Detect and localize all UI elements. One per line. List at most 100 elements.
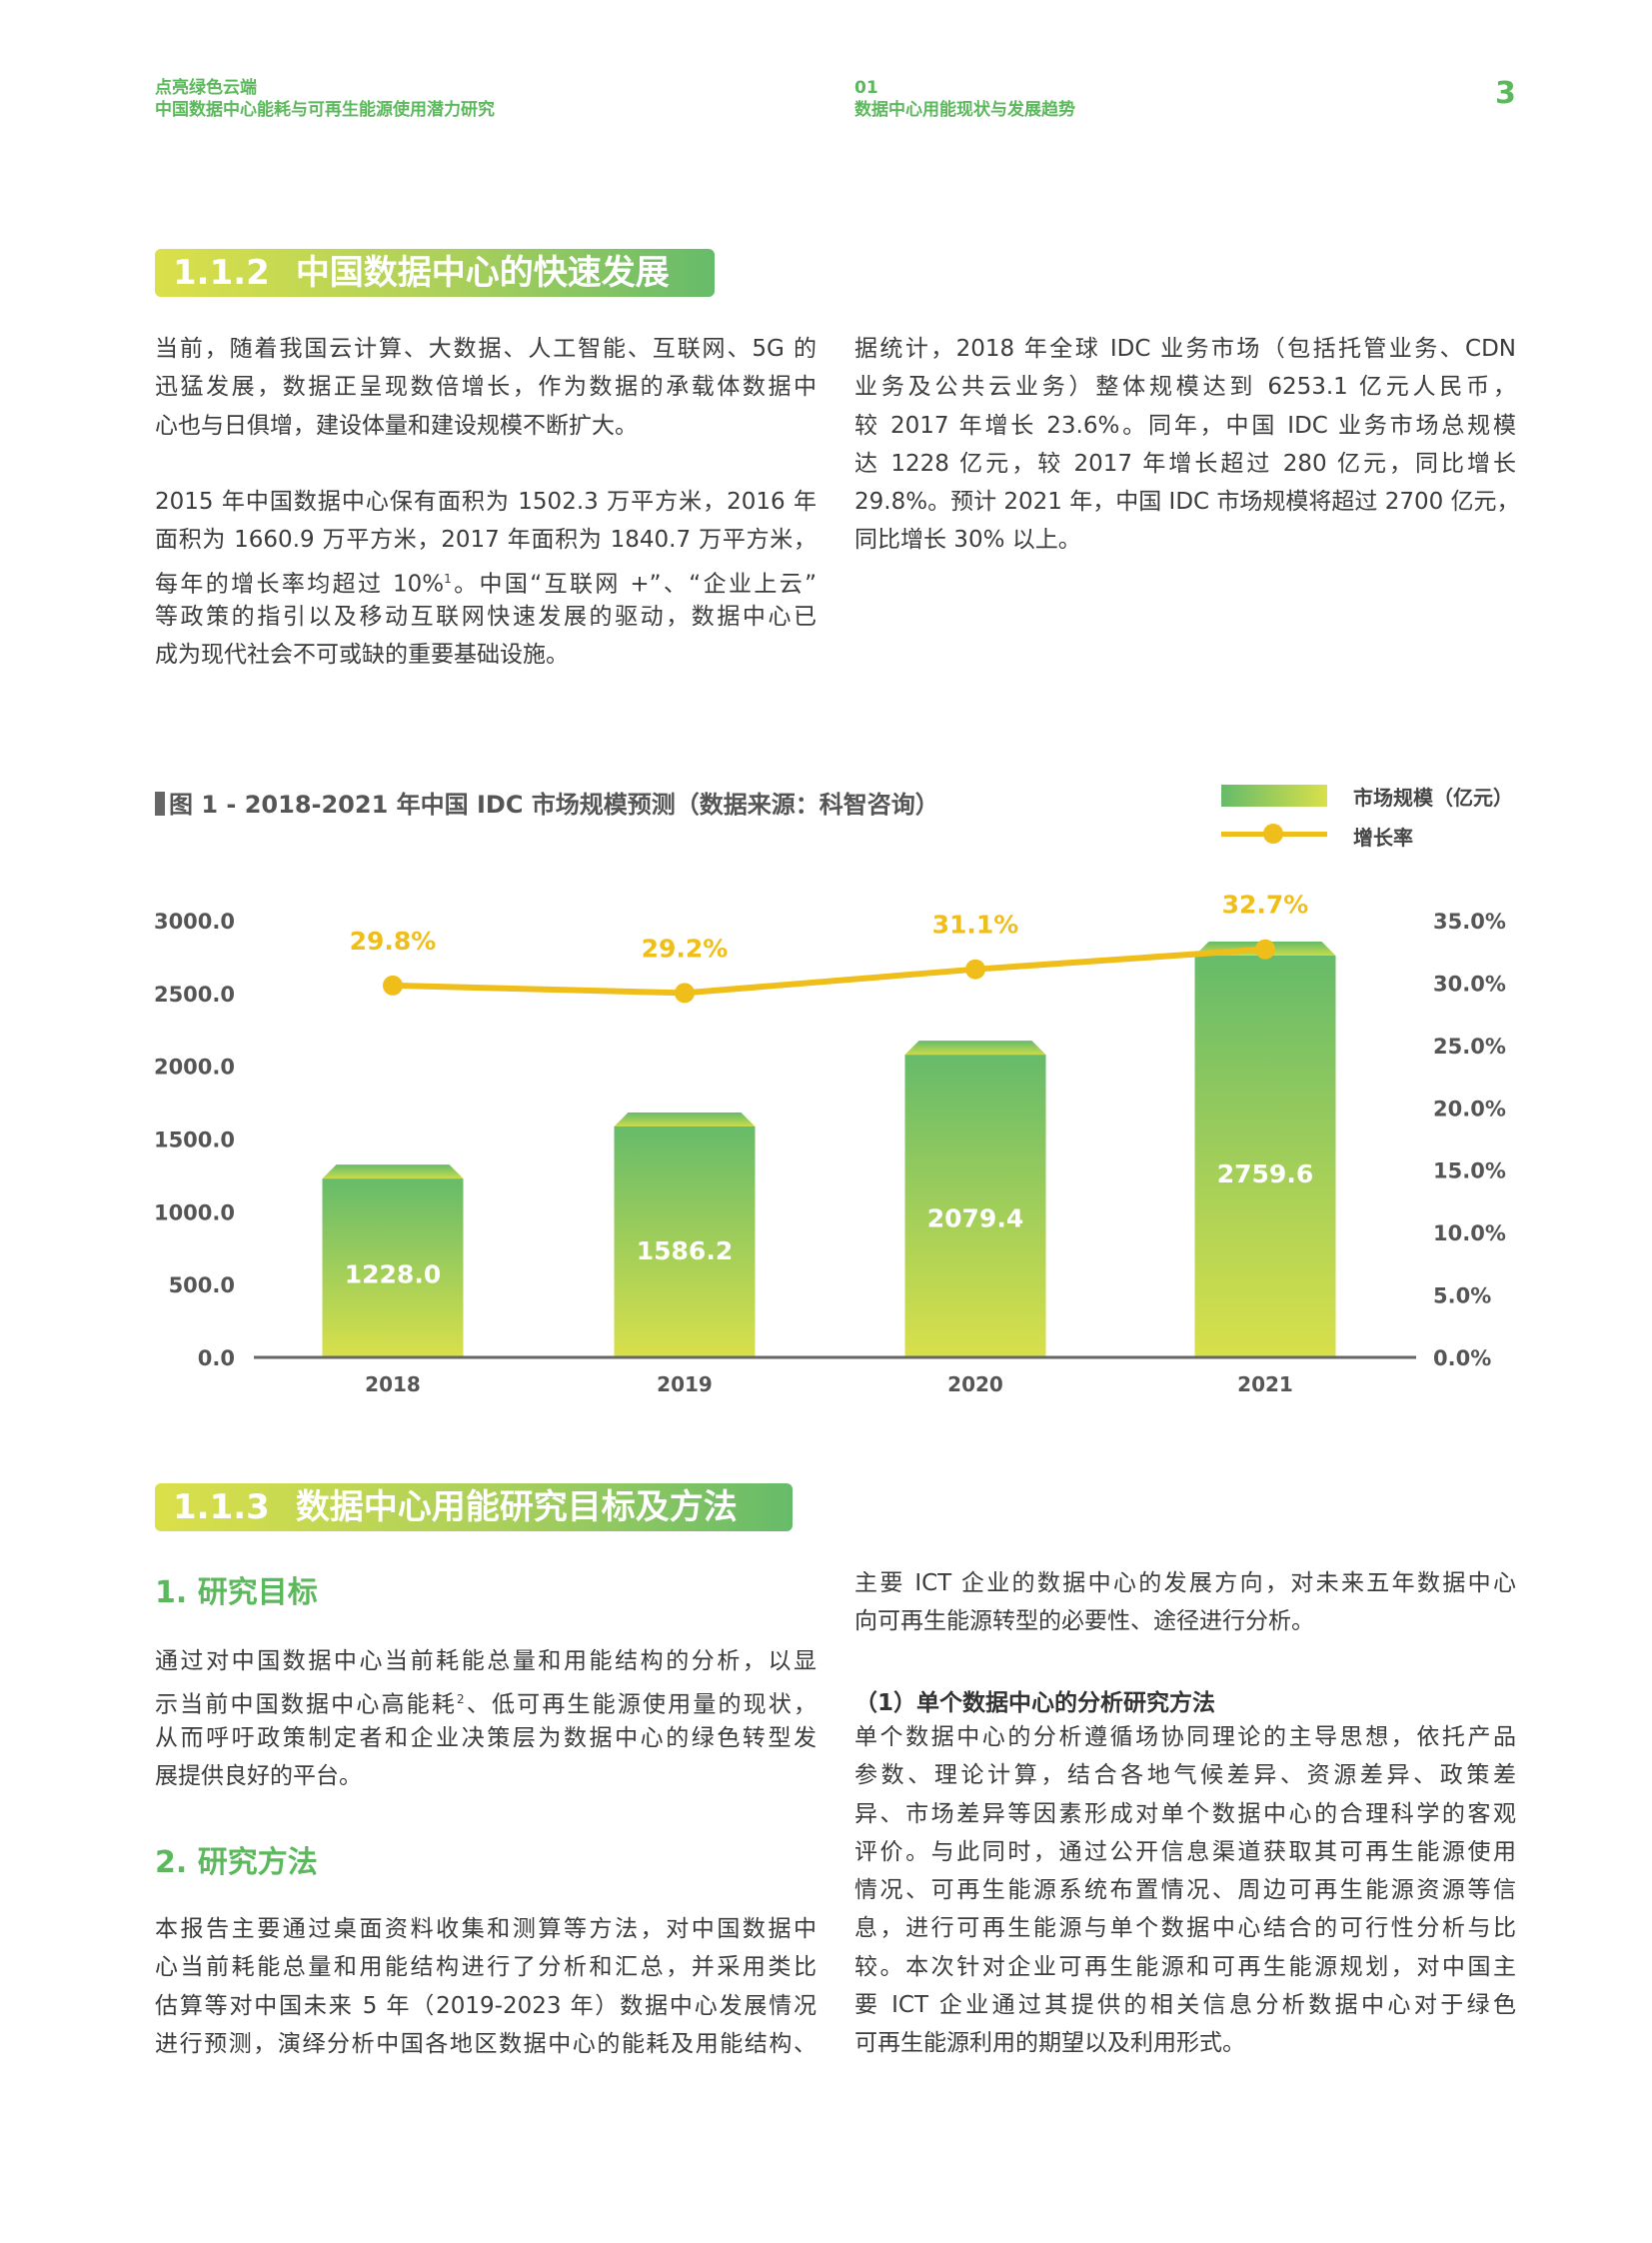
text-line: 较。本次针对企业可再生能源和可再生能源规划，对中国主 [854, 1953, 1516, 1980]
text-line: 向可再生能源转型的必要性、途径进行分析。 [854, 1608, 1314, 1635]
bar-2018 [322, 1178, 464, 1357]
running-header-chapter: 01 数据中心用能现状与发展趋势 [854, 77, 1075, 121]
y-right-tick-label: 0.0% [1433, 1346, 1491, 1370]
bar-value-label: 1586.2 [637, 1236, 733, 1265]
y-left-tick-label: 2000.0 [154, 1056, 235, 1080]
text-line: 要 ICT 企业通过其提供的相关信息分析数据中心对于绿色 [854, 1992, 1516, 2019]
bar-cap-2020 [904, 1041, 1046, 1056]
growth-rate-point [1255, 939, 1275, 960]
x-tick-label: 2021 [1237, 1372, 1293, 1396]
text-line: 成为现代社会不可或缺的重要基础设施。 [155, 642, 569, 669]
paragraph-intro: 当前，随着我国云计算、大数据、人工智能、互联网、5G 的 迅猛发展，数据正呈现数… [155, 330, 817, 445]
text-fragment: 、低可再生能源使用量的现状， [464, 1691, 818, 1718]
y-left-tick-label: 500.0 [169, 1273, 235, 1297]
y-left-tick-label: 1000.0 [154, 1200, 235, 1224]
y-right-tick-label: 35.0% [1433, 910, 1506, 934]
legend-label-line: 增长率 [1353, 826, 1413, 850]
bar-value-label: 1228.0 [345, 1260, 441, 1289]
text-fragment: 每年的增长率均超过 10% [155, 571, 445, 598]
text-line: 评价。与此同时，通过公开信息渠道获取其可再生能源使用 [854, 1838, 1516, 1865]
text-line: 息，进行可再生能源与单个数据中心结合的可行性分析与比 [854, 1915, 1516, 1942]
text-line: 迅猛发展，数据正呈现数倍增长，作为数据的承载体数据中 [155, 374, 817, 401]
text-line: 29.8%。预计 2021 年，中国 IDC 市场规模将超过 2700 亿元， [854, 489, 1520, 516]
y-left-tick-label: 2500.0 [154, 983, 235, 1007]
text-line: 同比增长 30% 以上。 [854, 527, 1081, 554]
paragraph-area-stats: 2015 年中国数据中心保有面积为 1502.3 万平方米，2016 年 面积为… [155, 483, 817, 674]
y-right-tick-label: 15.0% [1433, 1159, 1506, 1183]
bar-2021 [1194, 956, 1336, 1357]
growth-rate-point [383, 975, 403, 996]
text-line: 心也与日俱增，建设体量和建设规模不断扩大。 [155, 412, 638, 439]
text-line: 通过对中国数据中心当前耗能总量和用能结构的分析，以显 [155, 1648, 817, 1674]
text-line: 面积为 1660.9 万平方米，2017 年面积为 1840.7 万平方米， [155, 527, 817, 554]
chapter-title: 数据中心用能现状与发展趋势 [854, 100, 1075, 120]
growth-rate-line [392, 946, 1266, 997]
y-right-tick-label: 5.0% [1433, 1284, 1491, 1308]
bar-value-label: 2079.4 [927, 1204, 1023, 1233]
text-line: 估算等对中国未来 5 年（2019-2023 年）数据中心发展情况 [155, 1992, 817, 2019]
legend-label-bar: 市场规模（亿元） [1353, 786, 1513, 810]
text-line: 从而呼吁政策制定者和企业决策层为数据中心的绿色转型发 [155, 1724, 817, 1751]
paragraph-method-continued: 主要 ICT 企业的数据中心的发展方向，对未来五年数据中心 向可再生能源转型的必… [854, 1564, 1516, 1641]
bar-2020 [904, 1055, 1046, 1357]
paragraph-research-method: 本报告主要通过桌面资料收集和测算等方法，对中国数据中 心当前耗能总量和用能结构进… [155, 1910, 817, 2063]
chart-title: 图 1 - 2018-2021 年中国 IDC 市场规模预测（数据来源：科智咨询… [155, 785, 939, 820]
chart-title-text: 图 1 - 2018-2021 年中国 IDC 市场规模预测（数据来源：科智咨询… [169, 791, 939, 819]
y-right-tick-label: 20.0% [1433, 1097, 1506, 1121]
growth-rate-label: 29.2% [642, 934, 729, 963]
bar-cap-2018 [322, 1164, 464, 1179]
growth-rate-point [965, 959, 985, 980]
growth-rate-label: 29.8% [350, 927, 437, 956]
text-line: 展提供良好的平台。 [155, 1762, 362, 1789]
text-line: 参数、理论计算，结合各地气候差异、资源差异、政策差 [854, 1762, 1516, 1789]
paragraph-idc-market: 据统计，2018 年全球 IDC 业务市场（包括托管业务、CDN 业务及公共云业… [854, 330, 1520, 560]
chapter-number: 01 [854, 78, 878, 98]
text-line: 2015 年中国数据中心保有面积为 1502.3 万平方米，2016 年 [155, 489, 817, 515]
text-line: 心当前耗能总量和用能结构进行了分析和汇总，并采用类比 [155, 1954, 817, 1981]
text-line: 当前，随着我国云计算、大数据、人工智能、互联网、5G 的 [155, 336, 817, 362]
x-tick-label: 2019 [657, 1372, 713, 1396]
section-title: 中国数据中心的快速发展 [295, 253, 670, 293]
section-heading-1-1-3: 1.1.3 数据中心用能研究目标及方法 [155, 1483, 793, 1531]
text-line: 进行预测，演绎分析中国各地区数据中心的能耗及用能结构、 [155, 2030, 817, 2057]
subheading-research-method: 2. 研究方法 [155, 1845, 318, 1880]
section-number: 1.1.2 [173, 253, 270, 293]
text-line: 每年的增长率均超过 10%1。中国“互联网 +”、“企业上云” [155, 560, 817, 598]
text-line: 较 2017 年增长 23.6%。同年，中国 IDC 业务市场总规模 [854, 412, 1516, 439]
text-line: 本报告主要通过桌面资料收集和测算等方法，对中国数据中 [155, 1916, 817, 1942]
text-line: 据统计，2018 年全球 IDC 业务市场（包括托管业务、CDN [854, 336, 1516, 362]
text-fragment: 。中国“互联网 +”、“企业上云” [451, 571, 817, 598]
bar-cap-2019 [614, 1112, 756, 1126]
text-line: 可再生能源利用的期望以及利用形式。 [854, 2030, 1245, 2057]
y-left-tick-label: 0.0 [198, 1346, 235, 1370]
section-title: 数据中心用能研究目标及方法 [295, 1487, 738, 1527]
y-right-tick-label: 10.0% [1433, 1221, 1506, 1245]
idc-market-chart: 0.0 500.0 1000.0 1500.0 2000.0 2500.0 3000.0 0.… [154, 891, 1506, 1396]
report-title: 中国数据中心能耗与可再生能源使用潜力研究 [155, 100, 495, 120]
growth-rate-point [675, 983, 695, 1004]
legend-line-marker [1263, 824, 1283, 844]
bar-value-label: 2759.6 [1217, 1159, 1313, 1188]
footnote-ref-1[interactable]: 1 [444, 571, 452, 586]
text-line: 主要 ICT 企业的数据中心的发展方向，对未来五年数据中心 [854, 1570, 1516, 1596]
text-line: 单个数据中心的分析遵循场协同理论的主导思想，依托产品 [854, 1724, 1516, 1750]
running-header-left: 点亮绿色云端 中国数据中心能耗与可再生能源使用潜力研究 [155, 77, 495, 121]
report-series-title: 点亮绿色云端 [155, 78, 257, 98]
paragraph-research-goal: 通过对中国数据中心当前耗能总量和用能结构的分析，以显 示当前中国数据中心高能耗2… [155, 1642, 817, 1795]
legend-bar-swatch [1221, 785, 1327, 807]
y-right-tick-label: 30.0% [1433, 972, 1506, 996]
page-number: 3 [1495, 76, 1516, 111]
text-fragment: 示当前中国数据中心高能耗 [155, 1691, 458, 1718]
text-line: 业务及公共云业务）整体规模达到 6253.1 亿元人民币， [854, 374, 1516, 401]
title-marker [155, 792, 165, 816]
text-line: 等政策的指引以及移动互联网快速发展的驱动，数据中心已 [155, 603, 817, 630]
subheading-research-goal: 1. 研究目标 [155, 1575, 318, 1610]
bar-2019 [614, 1125, 756, 1357]
section-number: 1.1.3 [173, 1487, 270, 1527]
text-line: 示当前中国数据中心高能耗2、低可再生能源使用量的现状， [155, 1680, 817, 1718]
x-tick-label: 2018 [365, 1372, 421, 1396]
text-line: 达 1228 亿元，较 2017 年增长超过 280 亿元，同比增长 [854, 450, 1516, 477]
y-right-tick-label: 25.0% [1433, 1035, 1506, 1059]
growth-rate-label: 32.7% [1222, 891, 1309, 920]
footnote-ref-2[interactable]: 2 [457, 1692, 465, 1707]
